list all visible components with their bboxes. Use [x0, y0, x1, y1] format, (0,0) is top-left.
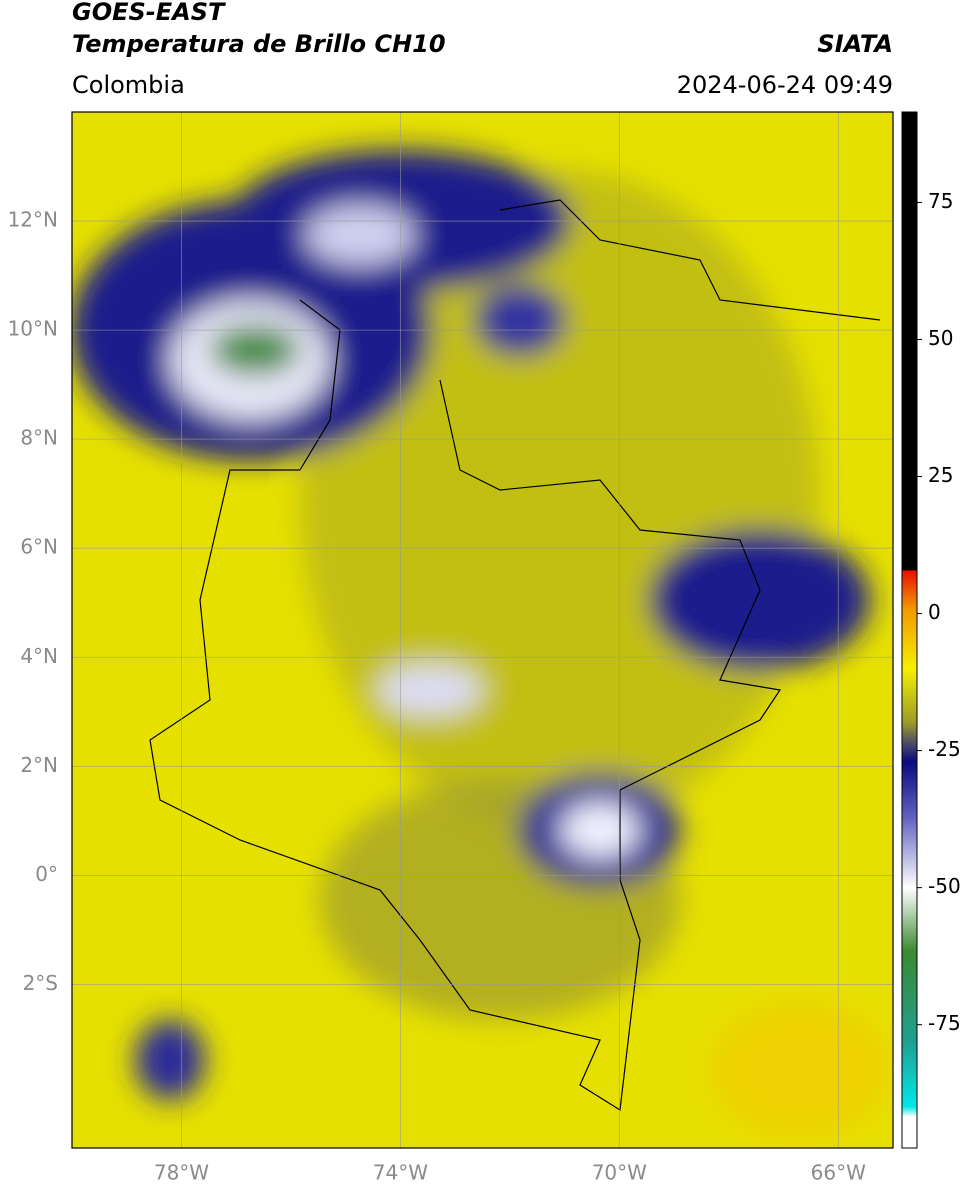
map-image — [72, 112, 893, 1148]
colorbar-tick-label: -25 — [928, 737, 961, 761]
lat-tick-label: 4°N — [20, 644, 58, 668]
satellite-title: GOES-EAST — [72, 0, 226, 26]
colorbar-tick-label: 50 — [928, 326, 953, 350]
colorbar-tick-label: 75 — [928, 189, 953, 213]
colorbar-tick-label: -75 — [928, 1011, 961, 1035]
lon-tick-label: 70°W — [592, 1161, 647, 1185]
colorbar-tick-label: 0 — [928, 600, 941, 624]
source-label: SIATA — [817, 30, 893, 58]
datetime-label: 2024-06-24 09:49 — [677, 71, 893, 99]
colorbar-tick-label: -50 — [928, 874, 961, 898]
borders — [149, 199, 881, 1112]
lon-tick-label: 66°W — [811, 1161, 866, 1185]
colorbar-tick-label: 25 — [928, 463, 953, 487]
lat-tick-label: 0° — [35, 862, 58, 886]
grid — [72, 112, 893, 1148]
lon-tick-label: 74°W — [373, 1161, 428, 1185]
product-title: Temperatura de Brillo CH10 — [72, 30, 446, 58]
lat-tick-label: 8°N — [20, 426, 58, 450]
lat-tick-label: 10°N — [8, 317, 58, 341]
region-label: Colombia — [72, 71, 185, 99]
colorbar — [901, 111, 918, 1149]
lon-tick-label: 78°W — [154, 1161, 209, 1185]
lat-tick-label: 2°S — [23, 971, 58, 995]
lat-tick-label: 12°N — [8, 208, 58, 232]
map-frame — [71, 111, 894, 1149]
lat-tick-label: 6°N — [20, 535, 58, 559]
lat-tick-label: 2°N — [20, 753, 58, 777]
cloud-field — [72, 150, 890, 1140]
